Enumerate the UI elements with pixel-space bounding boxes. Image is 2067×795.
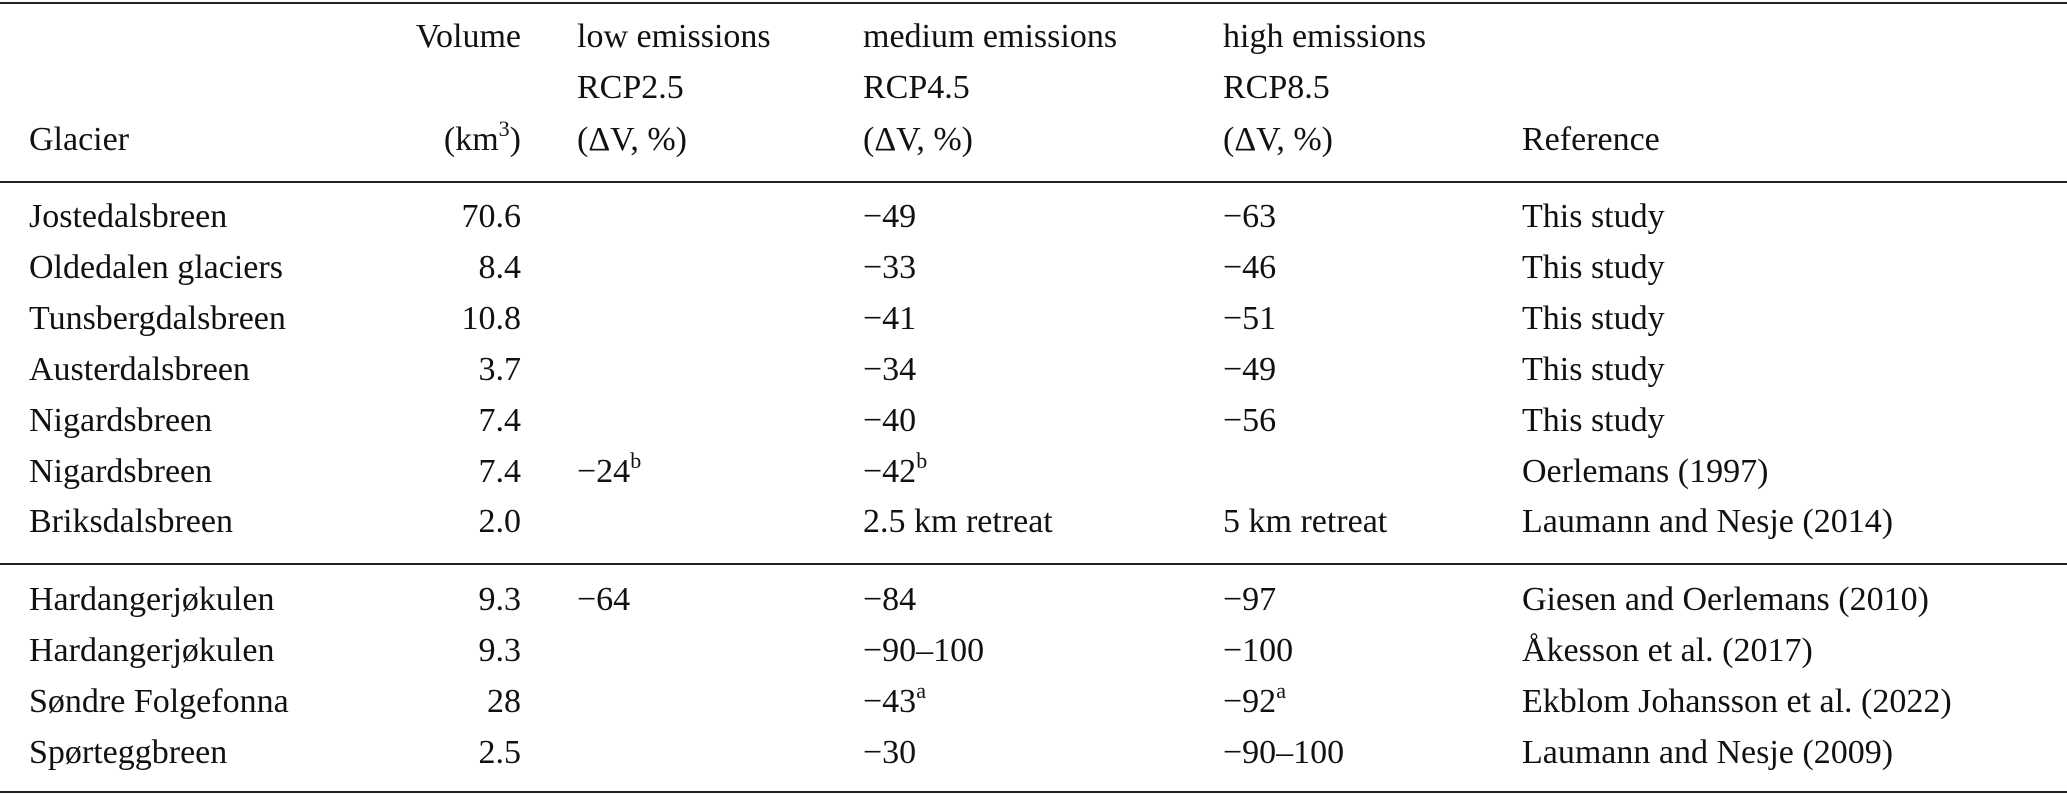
table-cell: Giesen and Oerlemans (2010) <box>1522 581 1929 618</box>
bottom-rule <box>0 791 2067 793</box>
table-cell: −41 <box>863 299 917 337</box>
table-cell: Nigardsbreen <box>29 452 213 490</box>
table-cell: 2.5 <box>478 733 522 771</box>
table-cell: −90–100 <box>863 631 985 669</box>
table-cell: Hardangerjøkulen <box>29 581 275 618</box>
table-cell: This study <box>1522 401 1665 439</box>
table-cell: −84 <box>863 581 917 618</box>
header-cell: RCP8.5 <box>1223 69 1330 106</box>
table-cell: 9.3 <box>478 581 522 618</box>
header-cell: (ΔV, %) <box>577 121 688 158</box>
table-cell: Nigardsbreen <box>29 401 213 439</box>
table-cell: Åkesson et al. (2017) <box>1522 631 1813 669</box>
header-cell: Glacier <box>29 121 130 158</box>
table-cell: 10.8 <box>461 299 522 337</box>
table-cell: −33 <box>863 248 917 286</box>
header-cell: high emissions <box>1223 18 1427 55</box>
table-cell: −49 <box>1223 350 1277 388</box>
table-cell: −42b <box>863 449 927 492</box>
cell-text: ) <box>509 121 521 158</box>
header-cell: (ΔV, %) <box>1223 121 1334 158</box>
table-cell: −49 <box>863 198 917 235</box>
table-cell: 7.4 <box>478 401 522 439</box>
table-cell: −43a <box>863 679 926 722</box>
superscript: b <box>916 447 928 473</box>
top-rule <box>0 2 2067 4</box>
table-cell: −34 <box>863 350 917 388</box>
cell-text: −92 <box>1223 682 1277 720</box>
header-cell: RCP4.5 <box>863 69 970 106</box>
table-cell: −51 <box>1223 299 1277 337</box>
table-cell: −30 <box>863 733 917 771</box>
table-cell: 2.0 <box>478 503 522 541</box>
header-rule <box>0 181 2067 183</box>
header-cell: RCP2.5 <box>577 69 684 106</box>
table-cell: −63 <box>1223 198 1277 235</box>
table-cell: 7.4 <box>478 452 522 490</box>
table-cell: −64 <box>577 581 631 618</box>
table-cell: −56 <box>1223 401 1277 439</box>
table-cell: 8.4 <box>478 248 522 286</box>
table-cell: 3.7 <box>478 350 522 388</box>
cell-text: −24 <box>577 452 631 490</box>
table-cell: Jostedalsbreen <box>29 198 228 235</box>
cell-text: (km <box>443 121 499 158</box>
header-cell: medium emissions <box>863 18 1118 55</box>
header-cell: (ΔV, %) <box>863 121 974 158</box>
header-cell: low emissions <box>577 18 771 55</box>
table-cell: Austerdalsbreen <box>29 350 250 388</box>
table-cell: Tunsbergdalsbreen <box>29 299 286 337</box>
table-cell: Søndre Folgefonna <box>29 682 289 720</box>
table-cell: Ekblom Johansson et al. (2022) <box>1522 682 1952 720</box>
table-cell: This study <box>1522 198 1665 235</box>
table-cell: −40 <box>863 401 917 439</box>
table-cell: This study <box>1522 299 1665 337</box>
superscript: b <box>630 447 642 473</box>
cell-text: −42 <box>863 452 917 490</box>
table-cell: 28 <box>487 682 521 720</box>
table-cell: −92a <box>1223 679 1286 722</box>
header-cell: (km3) <box>443 118 521 160</box>
cell-text: −43 <box>863 682 917 720</box>
table-cell: 9.3 <box>478 631 522 669</box>
table-cell: Spørteggbreen <box>29 733 228 771</box>
table-cell: This study <box>1522 350 1665 388</box>
superscript: a <box>916 677 926 703</box>
superscript: a <box>1276 677 1286 703</box>
table-cell: −90–100 <box>1223 733 1345 771</box>
table-cell: −100 <box>1223 631 1294 669</box>
header-cell: Reference <box>1522 121 1660 158</box>
table-cell: Oldedalen glaciers <box>29 248 283 286</box>
table-cell: Laumann and Nesje (2009) <box>1522 733 1894 771</box>
table-cell: 70.6 <box>461 198 522 235</box>
header-cell: Volume <box>415 18 521 55</box>
table-cell: Hardangerjøkulen <box>29 631 275 669</box>
table-cell: −46 <box>1223 248 1277 286</box>
table-cell: Oerlemans (1997) <box>1522 452 1769 490</box>
table-cell: Briksdalsbreen <box>29 503 233 541</box>
table-cell: −24b <box>577 449 641 492</box>
table-cell: 2.5 km retreat <box>863 503 1053 541</box>
table-cell: −97 <box>1223 581 1277 618</box>
superscript: 3 <box>498 116 510 141</box>
table-cell: This study <box>1522 248 1665 286</box>
group-rule <box>0 563 2067 565</box>
table-cell: 5 km retreat <box>1223 503 1388 541</box>
table-cell: Laumann and Nesje (2014) <box>1522 503 1894 541</box>
